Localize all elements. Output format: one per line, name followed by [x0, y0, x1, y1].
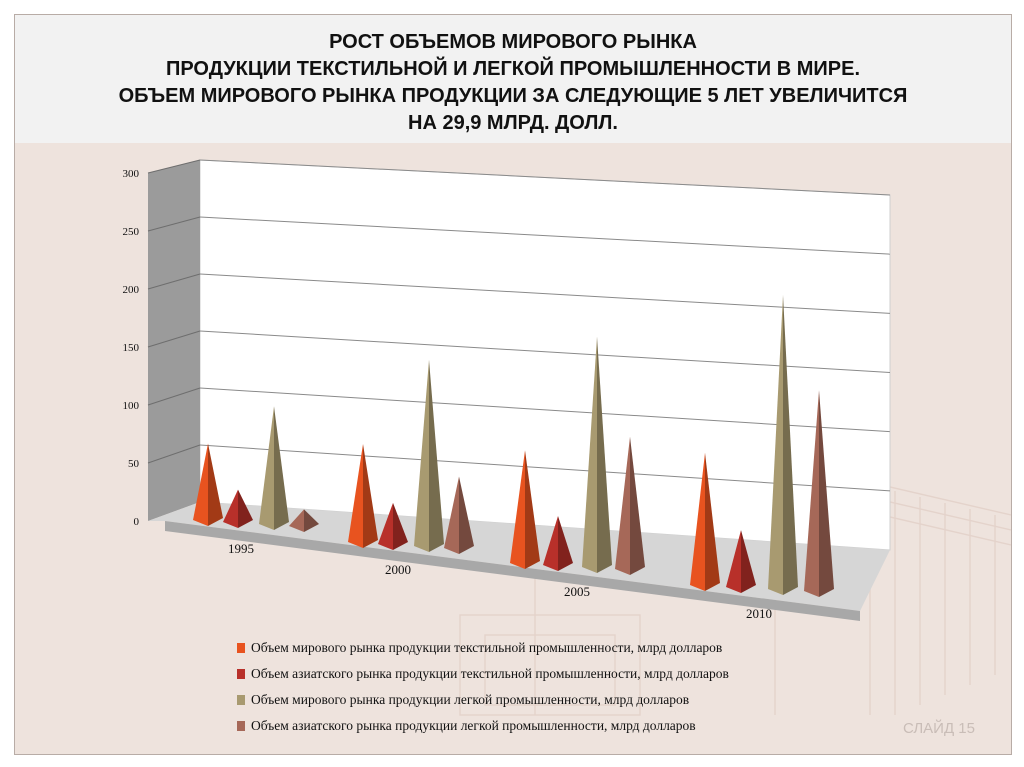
- legend-label: Объем азиатского рынка продукции текстил…: [251, 666, 729, 681]
- x-tick-label: 1995: [228, 541, 254, 556]
- y-tick-label: 200: [123, 284, 140, 296]
- pyramid-chart: 0 50 100 150 200 250 300 1995 2000 2005 2010: [123, 159, 1011, 716]
- pyramid-side: [208, 443, 223, 526]
- pyramid-side: [393, 502, 408, 550]
- pyramid-face: [414, 359, 429, 552]
- y-axis: 0 50 100 150 200 250 300: [123, 168, 140, 528]
- gridline: [199, 159, 891, 196]
- pyramid-face: [259, 406, 274, 530]
- pyramid-2010-4: [804, 390, 834, 597]
- side-wall: [148, 160, 200, 521]
- pyramid-face: [223, 489, 238, 528]
- gridline: [199, 273, 891, 314]
- pyramid-face: [444, 476, 459, 554]
- pyramid-1995-1: [193, 443, 223, 526]
- pyramid-2010-2: [726, 530, 756, 593]
- pyramid-face: [289, 509, 304, 532]
- gridline-side: [147, 387, 201, 406]
- slide: РОСТ ОБЪЕМОВ МИРОВОГО РЫНКА ПРОДУКЦИИ ТЕ…: [14, 14, 1012, 755]
- pyramid-side: [558, 516, 573, 571]
- pyramid-side: [363, 444, 378, 548]
- title-band: РОСТ ОБЪЕМОВ МИРОВОГО РЫНКА ПРОДУКЦИИ ТЕ…: [15, 15, 1011, 143]
- pyramid-2010-3: [768, 295, 798, 595]
- pyramid-side: [525, 450, 540, 569]
- pyramid-1995-4: [289, 509, 319, 532]
- gridline-side: [147, 444, 201, 464]
- legend-swatch: [237, 643, 245, 653]
- pyramid-2005-3: [582, 336, 612, 573]
- slide-title: РОСТ ОБЪЕМОВ МИРОВОГО РЫНКА ПРОДУКЦИИ ТЕ…: [15, 29, 1011, 137]
- pyramid-2000-4: [444, 476, 474, 554]
- pyramid-side: [304, 509, 319, 532]
- title-line-4: НА 29,9 МЛРД. ДОЛЛ.: [408, 112, 618, 134]
- legend-item: Объем азиатского рынка продукции легкой …: [237, 713, 857, 739]
- legend-item: Объем мирового рынка продукции легкой пр…: [237, 687, 857, 713]
- y-tick-label: 300: [123, 168, 140, 180]
- pyramid-2000-1: [348, 444, 378, 548]
- pyramid-1995-2: [223, 489, 253, 528]
- gridline-side: [147, 273, 201, 290]
- x-tick-label: 2005: [564, 584, 590, 599]
- pyramid-2010-1: [690, 452, 720, 591]
- pyramid-side: [741, 530, 756, 593]
- pyramid-face: [193, 443, 208, 526]
- title-line-2: ПРОДУКЦИИ ТЕКСТИЛЬНОЙ И ЛЕГКОЙ ПРОМЫШЛЕН…: [165, 58, 861, 80]
- pyramid-face: [726, 530, 741, 593]
- x-tick-label: 2000: [385, 562, 411, 577]
- legend-swatch: [237, 669, 245, 679]
- pyramid-face: [690, 452, 705, 591]
- chart-legend: Объем мирового рынка продукции текстильн…: [237, 635, 857, 739]
- title-line-3: ОБЪЕМ МИРОВОГО РЫНКА ПРОДУКЦИИ ЗА СЛЕДУЮ…: [118, 85, 908, 107]
- gridline: [199, 387, 891, 433]
- pyramid-2005-2: [543, 516, 573, 571]
- pyramid-side: [274, 406, 289, 530]
- pyramid-face: [615, 436, 630, 575]
- y-tick-label: 150: [123, 342, 140, 354]
- x-tick-label: 2010: [746, 606, 772, 621]
- gridline-side: [147, 330, 201, 348]
- slide-number: СЛАЙД 15: [903, 720, 975, 737]
- x-axis: 1995 2000 2005 2010: [228, 541, 772, 621]
- legend-label: Объем мирового рынка продукции текстильн…: [251, 640, 723, 655]
- gridline-side: [147, 216, 201, 232]
- pyramid-face: [543, 516, 558, 571]
- pyramid-face: [348, 444, 363, 548]
- y-tick-label: 0: [134, 516, 140, 528]
- gridline: [199, 330, 891, 373]
- gridline-side: [147, 159, 201, 174]
- pyramid-2005-4: [615, 436, 645, 575]
- pyramid-2000-2: [378, 502, 408, 550]
- title-line-1: РОСТ ОБЪЕМОВ МИРОВОГО РЫНКА: [329, 31, 697, 53]
- pyramid-face: [582, 336, 597, 573]
- pyramid-face: [804, 390, 819, 597]
- gridline: [199, 216, 891, 255]
- pyramid-side: [429, 359, 444, 552]
- pyramid-side: [705, 452, 720, 591]
- pyramid-face: [378, 502, 393, 550]
- pyramid-side: [459, 476, 474, 554]
- pyramid-2000-3: [414, 359, 444, 552]
- pyramid-side: [819, 390, 834, 597]
- pyramid-face: [510, 450, 525, 569]
- legend-item: Объем азиатского рынка продукции текстил…: [237, 661, 857, 687]
- pyramid-face: [768, 295, 783, 595]
- legend-label: Объем мирового рынка продукции легкой пр…: [251, 692, 690, 707]
- pyramid-side: [630, 436, 645, 575]
- legend-swatch: [237, 695, 245, 705]
- chart-marks: [193, 295, 834, 597]
- pyramid-2005-1: [510, 450, 540, 569]
- pyramid-side: [783, 295, 798, 595]
- y-tick-label: 100: [123, 400, 140, 412]
- pyramid-1995-3: [259, 406, 289, 530]
- y-tick-label: 50: [128, 458, 140, 470]
- y-tick-label: 250: [123, 226, 140, 238]
- pyramid-side: [238, 489, 253, 528]
- legend-swatch: [237, 721, 245, 731]
- floor-edge: [165, 521, 860, 621]
- legend-item: Объем мирового рынка продукции текстильн…: [237, 635, 857, 661]
- pyramid-side: [597, 336, 612, 573]
- legend-label: Объем азиатского рынка продукции легкой …: [251, 718, 696, 733]
